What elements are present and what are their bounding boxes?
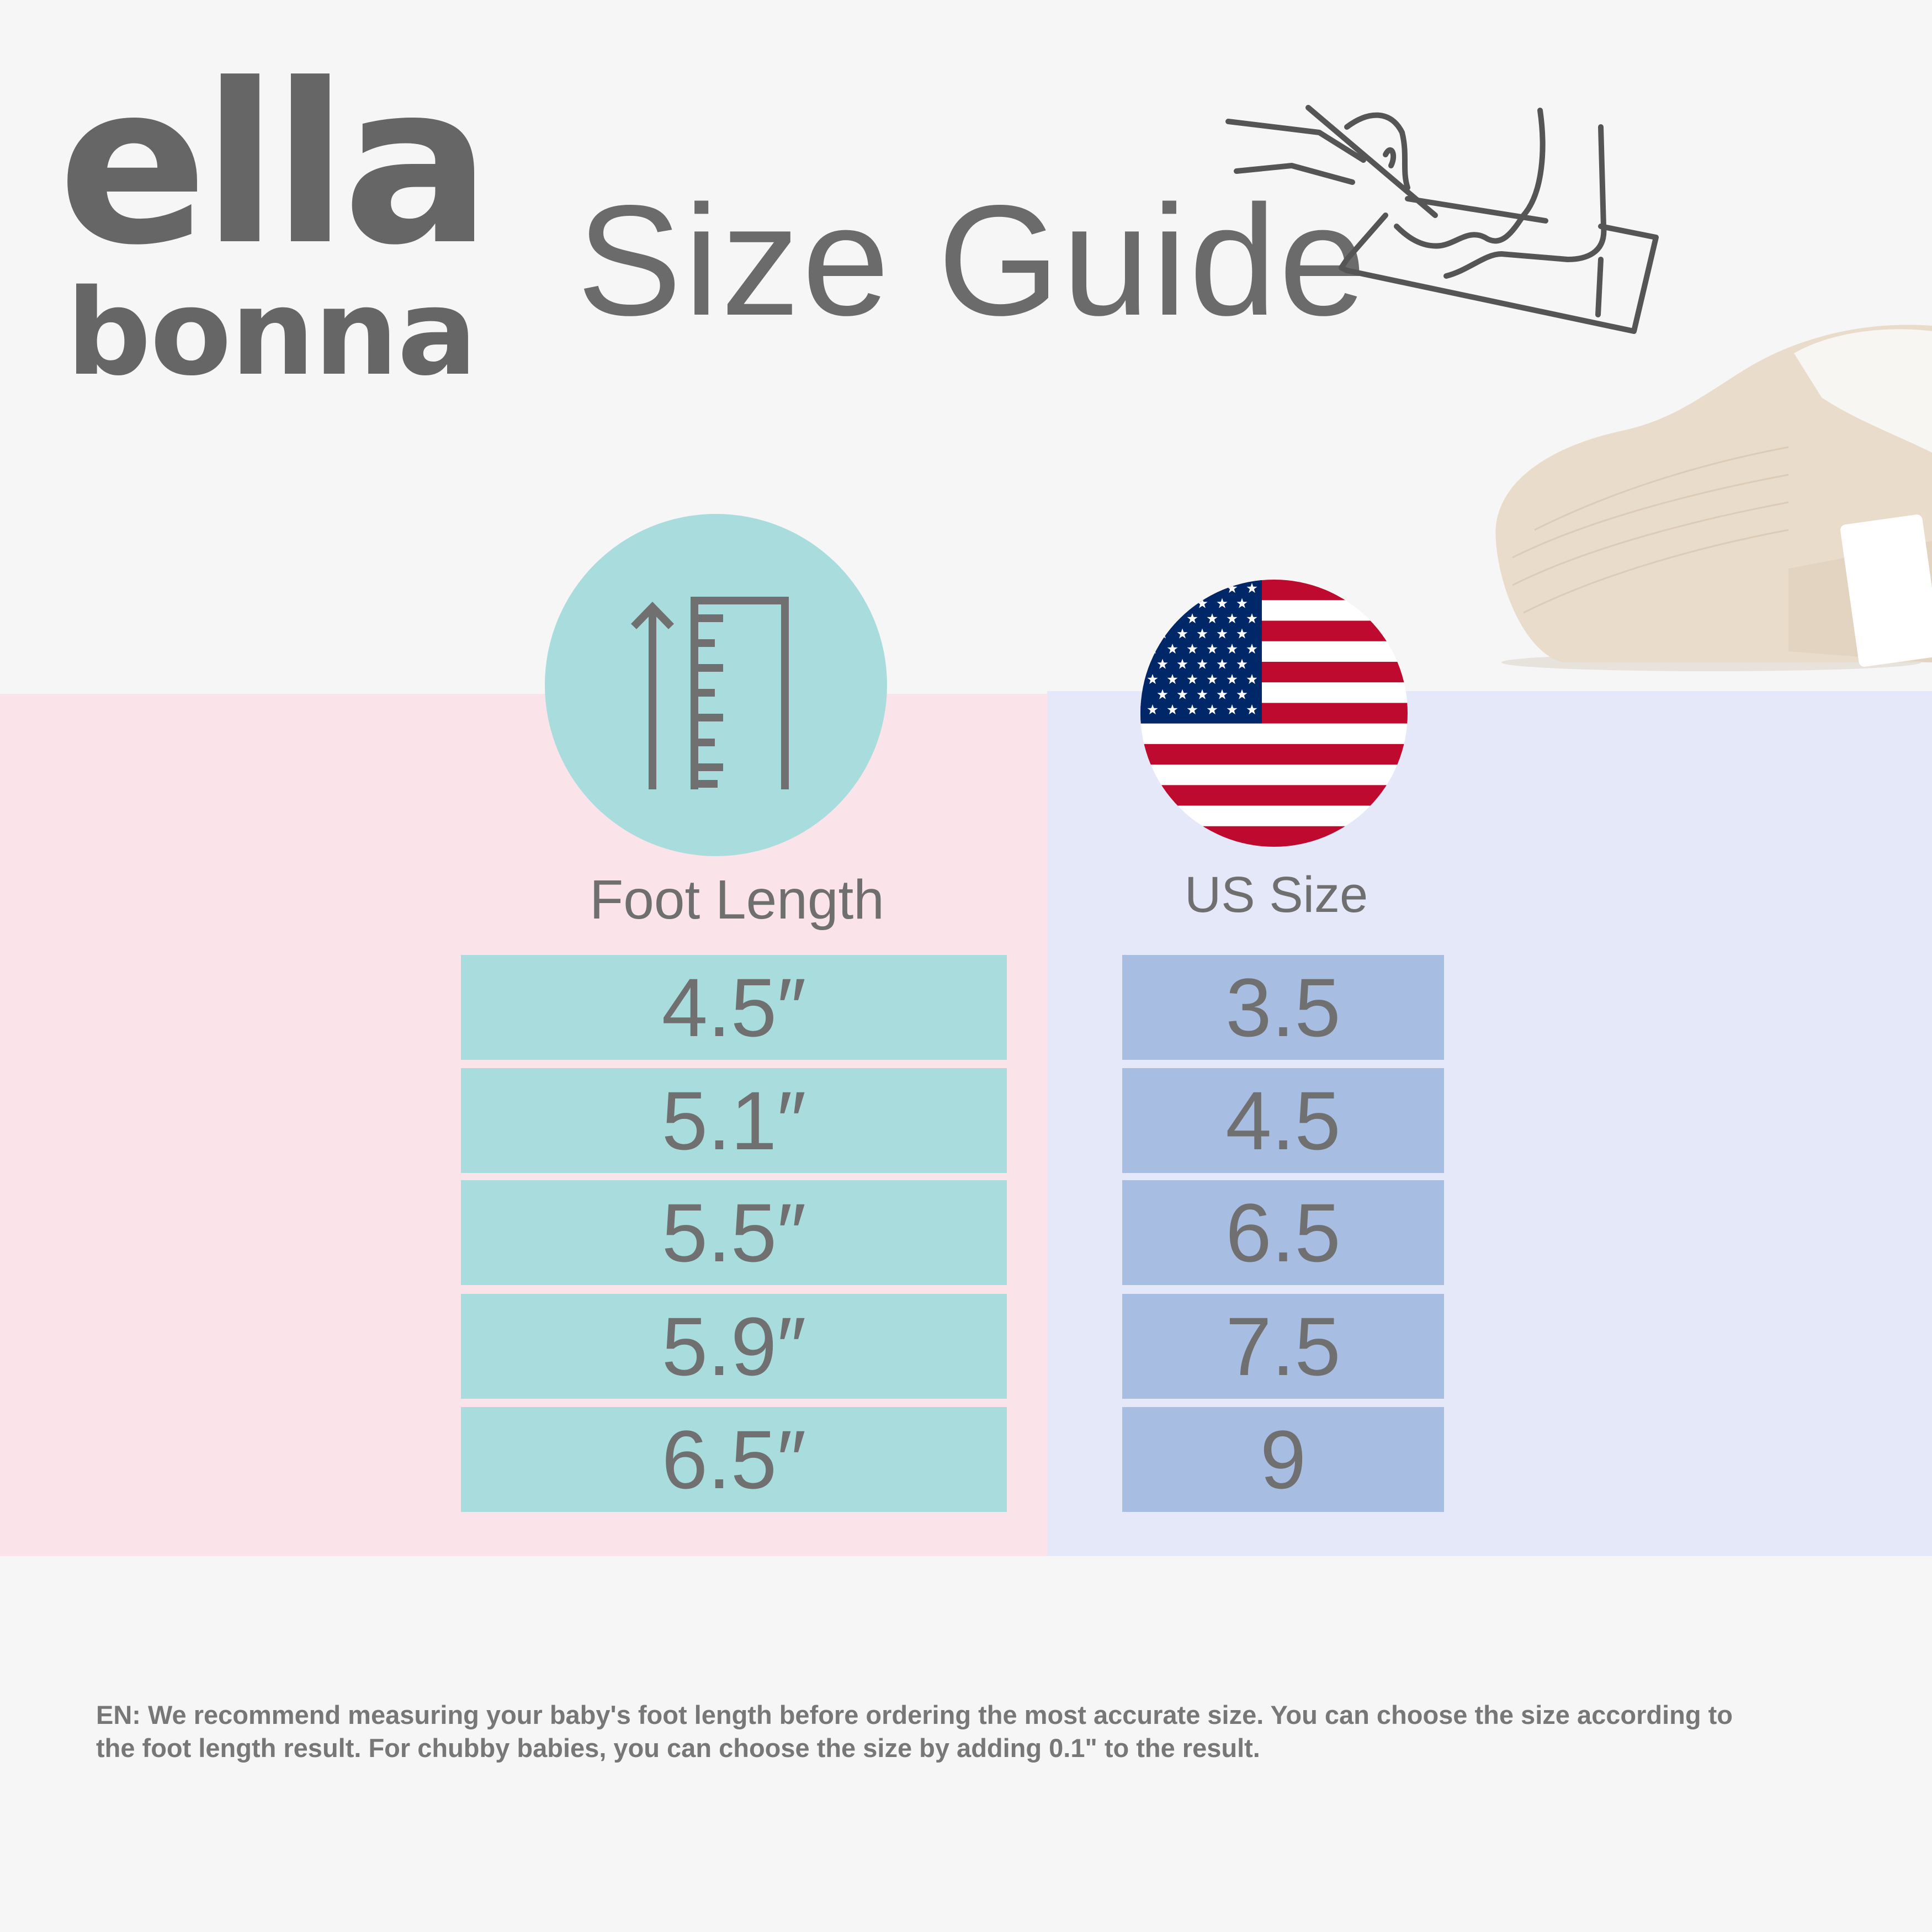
flag-star	[1177, 659, 1188, 669]
flag-star	[1147, 674, 1158, 684]
us-size-label: US Size	[1184, 867, 1368, 923]
flag-stripe	[1140, 723, 1408, 745]
logo-ella: ella	[58, 37, 491, 294]
flag-star	[1207, 704, 1218, 715]
flag-star	[1207, 674, 1218, 684]
flag-stripe	[1140, 744, 1408, 765]
us-size-cell: 3.5	[1122, 955, 1444, 1060]
flag-stripe	[1140, 765, 1408, 785]
flag-star	[1167, 644, 1178, 654]
foot-length-cell: 4.5″	[461, 955, 1007, 1060]
flag-star	[1217, 689, 1228, 699]
flag-star	[1177, 689, 1188, 699]
flag-star	[1167, 613, 1178, 624]
flag-star	[1236, 598, 1248, 608]
flag-canton	[1140, 580, 1262, 724]
flag-star	[1227, 674, 1238, 684]
flag-star	[1147, 613, 1158, 624]
note-line-2: the foot length result. For chubby babie…	[96, 1733, 1260, 1763]
flag-star	[1236, 689, 1248, 699]
flag-star	[1197, 659, 1208, 669]
flag-star	[1217, 659, 1228, 669]
foot-length-label: Foot Length	[590, 869, 884, 931]
us-flag-icon	[1140, 580, 1408, 847]
flag-star	[1207, 613, 1218, 624]
baby-shoe-photo	[1495, 325, 1932, 671]
foot-length-cell: 5.1″	[461, 1068, 1007, 1173]
flag-star	[1157, 659, 1168, 669]
flag-star	[1246, 644, 1257, 654]
flag-star	[1177, 628, 1188, 639]
foot-length-cell: 6.5″	[461, 1407, 1007, 1512]
flag-star	[1246, 704, 1257, 715]
flag-star	[1217, 598, 1228, 608]
flag-star	[1217, 628, 1228, 639]
flag-star	[1187, 613, 1198, 624]
flag-star	[1207, 644, 1218, 654]
flag-star	[1227, 644, 1238, 654]
flag-star	[1197, 689, 1208, 699]
flag-star	[1227, 704, 1238, 715]
flag-star	[1197, 598, 1208, 608]
flag-star	[1246, 583, 1257, 593]
us-size-cell: 6.5	[1122, 1180, 1444, 1285]
logo-bonna: bonna	[66, 263, 477, 402]
flag-star	[1187, 644, 1198, 654]
flag-star	[1197, 628, 1208, 639]
flag-star	[1236, 659, 1248, 669]
flag-star	[1177, 598, 1188, 608]
flag-star	[1207, 583, 1218, 593]
flag-star	[1167, 704, 1178, 715]
flag-stripe	[1140, 805, 1408, 827]
flag-stripe	[1140, 826, 1408, 847]
flag-star	[1157, 689, 1168, 699]
ruler-badge	[545, 514, 887, 856]
ruler-arrow-icon	[630, 597, 789, 789]
flag-stripe	[1140, 785, 1408, 806]
flag-star	[1167, 674, 1178, 684]
us-size-cell: 7.5	[1122, 1294, 1444, 1399]
flag-star	[1187, 704, 1198, 715]
us-size-cell: 9	[1122, 1407, 1444, 1512]
flag-star	[1187, 674, 1198, 684]
page-title: Size Guide	[577, 173, 1369, 348]
note-line-1: EN: We recommend measuring your baby's f…	[96, 1700, 1733, 1729]
flag-star	[1147, 583, 1158, 593]
flag-star	[1227, 583, 1238, 593]
flag-stripe	[1140, 580, 1408, 601]
foot-length-cell: 5.9″	[461, 1294, 1007, 1399]
flag-star	[1236, 628, 1248, 639]
us-size-cell: 4.5	[1122, 1068, 1444, 1173]
flag-star	[1227, 613, 1238, 624]
foot-measuring-drawing-icon	[1225, 105, 1659, 334]
foot-length-cell: 5.5″	[461, 1180, 1007, 1285]
flag-star	[1246, 674, 1257, 684]
flag-star	[1167, 583, 1178, 593]
flag-star	[1157, 598, 1168, 608]
flag-star	[1147, 704, 1158, 715]
flag-star	[1246, 613, 1257, 624]
flag-star	[1187, 583, 1198, 593]
